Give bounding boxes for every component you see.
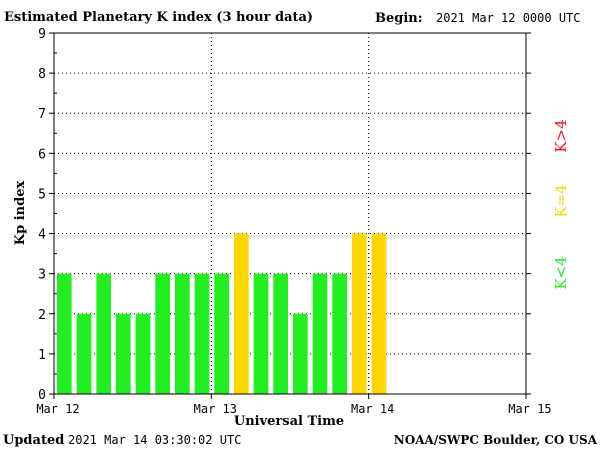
kp-bar: [174, 273, 190, 394]
x-tick-label: Mar 15: [508, 402, 551, 416]
y-tick-label: 3: [38, 268, 46, 283]
kp-bar: [57, 273, 72, 394]
kp-bar: [155, 273, 170, 394]
kp-bar: [76, 313, 92, 394]
kp-bar: [96, 273, 111, 394]
x-axis-label: Universal Time: [234, 414, 344, 429]
x-axis-ticks: Mar 12 Mar 13 Mar 14 Mar 15: [36, 394, 552, 416]
y-axis-ticks: 0 1 2 3 4 5 6 7 8 9: [38, 27, 531, 403]
kp-bar: [135, 313, 151, 394]
y-tick-label: 7: [38, 107, 46, 122]
chart-grid: [54, 33, 526, 394]
begin-value: 2021 Mar 12 0000 UTC: [436, 11, 581, 25]
kp-bar: [351, 233, 367, 394]
y-tick-label: 5: [38, 187, 46, 202]
x-tick-label: Mar 14: [351, 402, 394, 416]
y-tick-label: 0: [38, 388, 46, 403]
kp-bar: [371, 233, 387, 394]
kp-bar: [312, 273, 328, 394]
kp-bar: [253, 273, 269, 394]
begin-label: Begin:: [375, 11, 423, 26]
updated-label: Updated: [3, 433, 64, 448]
kp-bar: [292, 313, 308, 394]
credit-text: NOAA/SWPC Boulder, CO USA: [394, 433, 598, 447]
kp-bar: [214, 273, 229, 394]
y-tick-label: 6: [38, 147, 46, 162]
y-tick-label: 1: [38, 348, 46, 363]
kp-bar: [273, 273, 288, 394]
kp-bar: [194, 273, 210, 394]
x-tick-label: Mar 12: [36, 402, 79, 416]
y-tick-label: 8: [38, 67, 46, 82]
y-axis-label: Kp index: [13, 181, 28, 246]
legend-equal: K=4: [552, 184, 570, 217]
y-tick-label: 4: [38, 228, 46, 243]
y-tick-label: 9: [38, 27, 46, 42]
legend-low: K<4: [552, 256, 570, 289]
legend-high: K>4: [552, 119, 570, 152]
chart-title: Estimated Planetary K index (3 hour data…: [4, 10, 313, 25]
x-tick-label: Mar 13: [194, 402, 237, 416]
kp-bar: [332, 273, 347, 394]
updated-value: 2021 Mar 14 03:30:02 UTC: [68, 433, 241, 447]
kp-bar: [233, 233, 249, 394]
y-tick-label: 2: [38, 308, 46, 323]
kp-bar: [115, 313, 131, 394]
chart-bars: [57, 233, 387, 394]
